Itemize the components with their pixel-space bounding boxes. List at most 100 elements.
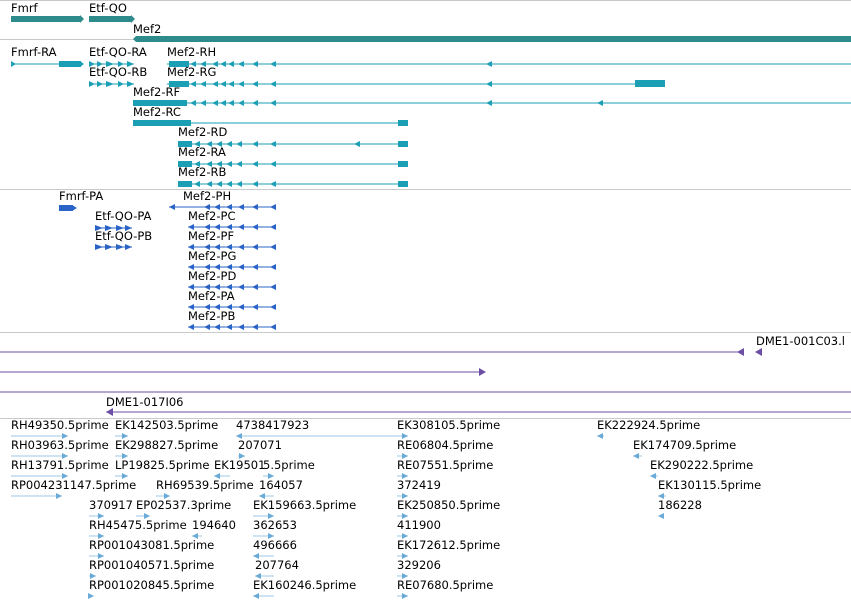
est-glyph[interactable] bbox=[236, 433, 400, 439]
protein-label-etf-qo-pa[interactable]: Etf-QO-PA bbox=[95, 209, 152, 223]
protein-label-fmrf-pa[interactable]: Fmrf-PA bbox=[59, 189, 104, 203]
est-label[interactable]: RP001020845.5prime bbox=[89, 578, 215, 592]
est-label[interactable]: EK222924.5prime bbox=[597, 418, 701, 432]
est-label[interactable]: 186228 bbox=[658, 498, 702, 512]
est-label[interactable]: 362653 bbox=[253, 518, 297, 532]
transcript-label-mef2-ra[interactable]: Mef2-RA bbox=[178, 145, 226, 159]
est-label[interactable]: EK172612.5prime bbox=[397, 538, 501, 552]
est-glyph[interactable] bbox=[88, 593, 94, 599]
est-glyph[interactable] bbox=[397, 513, 408, 519]
est-glyph[interactable] bbox=[650, 473, 658, 479]
est-glyph[interactable] bbox=[136, 513, 150, 519]
est-glyph[interactable] bbox=[253, 553, 274, 559]
est-glyph[interactable] bbox=[192, 533, 202, 539]
est-glyph[interactable] bbox=[89, 553, 104, 559]
transcript-mef2-ra[interactable] bbox=[178, 161, 408, 167]
transcript-mef2-rg[interactable] bbox=[167, 80, 665, 87]
est-label[interactable]: RH69539.5prime bbox=[156, 478, 254, 492]
est-label[interactable]: EK290222.5prime bbox=[650, 458, 754, 472]
est-label[interactable]: EK308105.5prime bbox=[397, 418, 501, 432]
est-glyph[interactable] bbox=[397, 493, 408, 499]
clone-label-dme1-017i06[interactable]: DME1-017I06 bbox=[106, 395, 184, 409]
transcript-label-etf-qo-ra[interactable]: Etf-QO-RA bbox=[89, 45, 147, 59]
est-label[interactable]: RH49350.5prime bbox=[11, 418, 109, 432]
gene-label-etf-qo[interactable]: Etf-QO bbox=[89, 1, 127, 15]
clone-label-dme1-001c03[interactable]: DME1-001C03.l bbox=[756, 334, 845, 348]
est-label[interactable]: 207071 bbox=[238, 438, 282, 452]
est-glyph[interactable] bbox=[253, 513, 274, 519]
protein-mef2-pc[interactable] bbox=[188, 224, 276, 230]
est-label[interactable]: EK19501 bbox=[214, 458, 266, 472]
est-glyph[interactable] bbox=[115, 433, 128, 439]
est-glyph[interactable] bbox=[253, 533, 274, 539]
transcript-fmrf-ra[interactable] bbox=[11, 61, 84, 67]
gene-label-mef2[interactable]: Mef2 bbox=[133, 22, 162, 36]
est-glyph[interactable] bbox=[658, 513, 664, 519]
est-glyph[interactable] bbox=[89, 533, 104, 539]
transcript-label-fmrf-ra[interactable]: Fmrf-RA bbox=[11, 45, 57, 59]
est-label[interactable]: RH45475.5prime bbox=[89, 518, 187, 532]
est-glyph[interactable] bbox=[89, 573, 96, 579]
est-glyph[interactable] bbox=[397, 593, 408, 599]
est-label[interactable]: EK142503.5prime bbox=[115, 418, 219, 432]
est-glyph[interactable] bbox=[397, 433, 408, 439]
est-glyph[interactable] bbox=[255, 573, 274, 579]
protein-mef2-ph[interactable] bbox=[169, 204, 276, 210]
protein-label-mef2-pc[interactable]: Mef2-PC bbox=[188, 209, 236, 223]
protein-label-mef2-ph[interactable]: Mef2-PH bbox=[183, 189, 232, 203]
est-glyph[interactable] bbox=[115, 453, 128, 459]
est-label[interactable]: 194640 bbox=[192, 518, 236, 532]
clone-row-1[interactable] bbox=[0, 348, 762, 356]
est-glyph[interactable] bbox=[397, 533, 408, 539]
est-glyph[interactable] bbox=[263, 473, 274, 479]
protein-mef2-pf[interactable] bbox=[188, 244, 276, 250]
transcript-label-mef2-rd[interactable]: Mef2-RD bbox=[178, 125, 228, 139]
est-glyph[interactable] bbox=[397, 573, 408, 579]
est-label[interactable]: EK130115.5prime bbox=[658, 478, 762, 492]
est-label[interactable]: LP19825.5prime bbox=[115, 458, 210, 472]
transcript-mef2-rd[interactable] bbox=[178, 141, 408, 147]
transcript-mef2-rc[interactable] bbox=[133, 120, 408, 126]
est-label[interactable]: RE07551.5prime bbox=[397, 458, 494, 472]
est-glyph[interactable] bbox=[89, 513, 104, 519]
est-glyph[interactable] bbox=[397, 453, 408, 459]
est-label[interactable]: 5.5prime bbox=[263, 458, 315, 472]
est-glyph[interactable] bbox=[156, 493, 170, 499]
transcript-label-mef2-rg[interactable]: Mef2-RG bbox=[167, 65, 217, 79]
transcript-label-mef2-rc[interactable]: Mef2-RC bbox=[133, 105, 181, 119]
transcript-label-mef2-rb[interactable]: Mef2-RB bbox=[178, 165, 227, 179]
est-glyph[interactable] bbox=[11, 453, 68, 459]
est-label[interactable]: EK160246.5prime bbox=[253, 578, 357, 592]
est-label[interactable]: 370917 bbox=[89, 498, 133, 512]
gene-fmrf[interactable] bbox=[11, 15, 84, 23]
protein-mef2-pd[interactable] bbox=[188, 284, 276, 290]
est-glyph[interactable] bbox=[11, 493, 62, 499]
transcript-mef2-rf[interactable] bbox=[133, 100, 851, 106]
protein-label-mef2-pa[interactable]: Mef2-PA bbox=[188, 289, 235, 303]
protein-mef2-pa[interactable] bbox=[188, 304, 276, 310]
gene-etf-qo[interactable] bbox=[89, 15, 135, 23]
est-glyph[interactable] bbox=[11, 433, 68, 439]
est-label[interactable]: 329206 bbox=[397, 558, 441, 572]
est-glyph[interactable] bbox=[238, 453, 245, 459]
protein-label-mef2-pb[interactable]: Mef2-PB bbox=[188, 309, 236, 323]
transcript-etf-qo-rb[interactable] bbox=[89, 81, 134, 87]
protein-etf-qo-pb[interactable] bbox=[95, 244, 132, 250]
transcript-label-mef2-rh[interactable]: Mef2-RH bbox=[167, 45, 217, 59]
est-label[interactable]: EK250850.5prime bbox=[397, 498, 501, 512]
est-label[interactable]: EP02537.3prime bbox=[136, 498, 232, 512]
transcript-mef2-rh[interactable] bbox=[167, 61, 851, 67]
transcript-label-mef2-rf[interactable]: Mef2-RF bbox=[133, 85, 181, 99]
est-label[interactable]: 207764 bbox=[255, 558, 299, 572]
est-label[interactable]: RP001040571.5prime bbox=[89, 558, 215, 572]
est-glyph[interactable] bbox=[597, 433, 604, 439]
est-glyph[interactable] bbox=[11, 473, 68, 479]
est-label[interactable]: RP001043081.5prime bbox=[89, 538, 215, 552]
est-label[interactable]: EK159663.5prime bbox=[253, 498, 357, 512]
transcript-etf-qo-ra[interactable] bbox=[89, 61, 134, 67]
est-label[interactable]: EK174709.5prime bbox=[633, 438, 737, 452]
transcript-mef2-rb[interactable] bbox=[178, 181, 408, 187]
clone-dme1-017i06[interactable] bbox=[106, 408, 851, 416]
est-glyph[interactable] bbox=[633, 453, 642, 459]
